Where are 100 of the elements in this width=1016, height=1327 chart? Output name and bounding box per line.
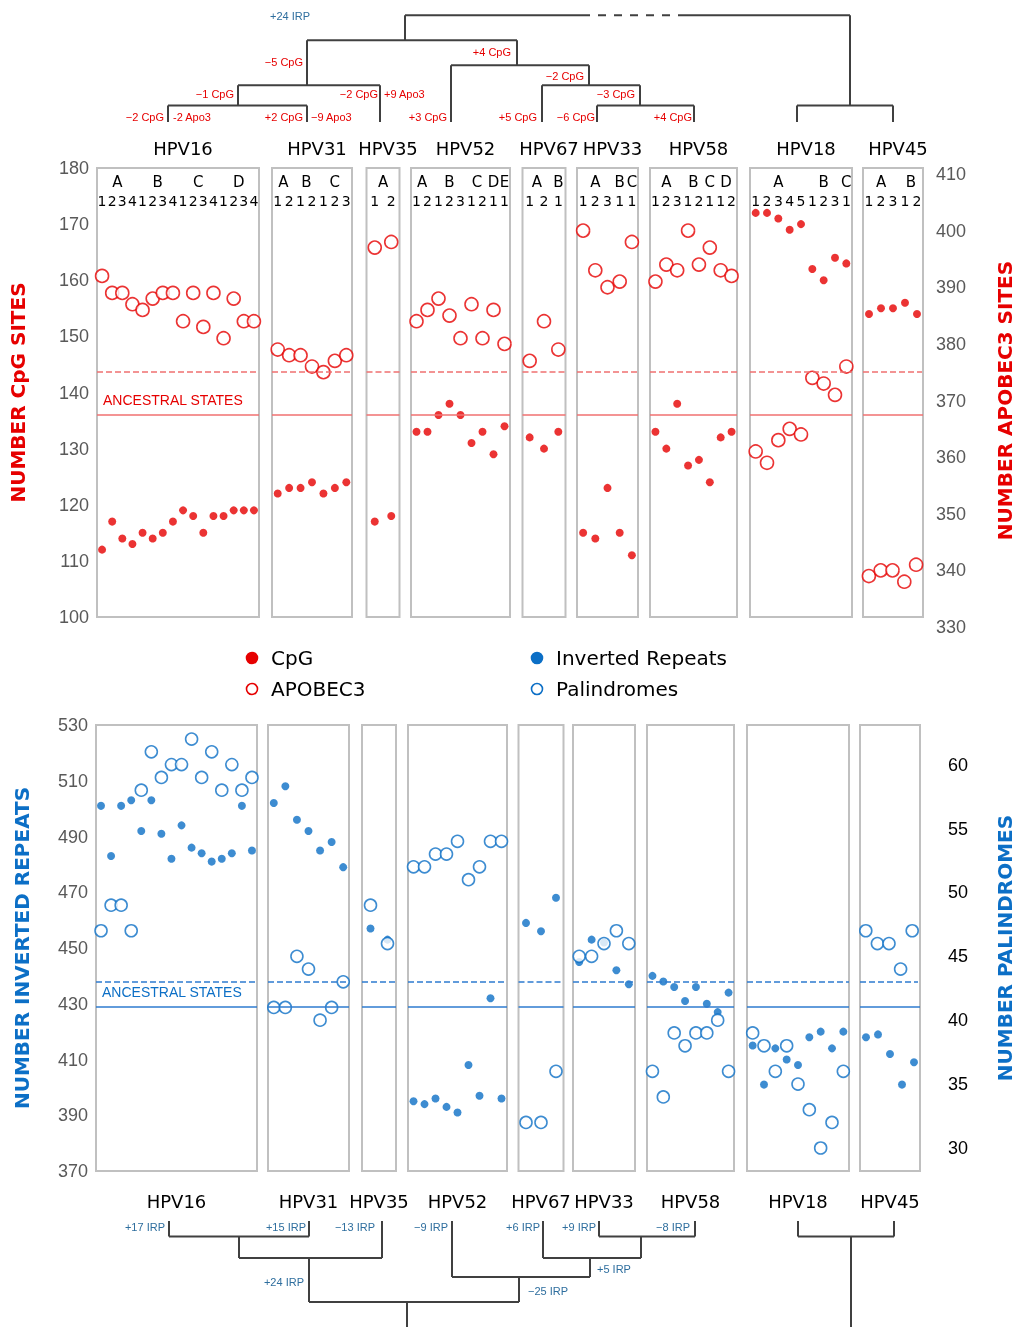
annotation: A [875,173,887,191]
annotation: A [661,173,673,191]
annotation: D [232,173,245,191]
y-tick-label: 410 [57,1049,88,1070]
x-tick-label: 2 [478,193,487,209]
text: -2 Apo3 [173,110,211,123]
x-tick-label: 1 [219,193,229,209]
x-tick-label: 2 [423,193,432,209]
annotation: B [818,173,829,191]
chart-title: HPV33 [582,137,643,159]
x-axis-title: HPV67 [510,1190,571,1212]
text: −5 CpG [264,55,303,68]
text: +2 CpG [264,110,303,123]
chart-title: HPV31 [287,137,347,159]
x-axis-title: HPV52 [427,1190,488,1212]
chart-title: HPV58 [668,137,729,159]
x-tick-label: 3 [341,193,351,209]
y-tick-label: 100 [58,607,89,627]
annotation: A [531,173,543,191]
x-tick-label: 2 [148,193,158,209]
annotation: B [301,173,312,191]
text: +15 IRP [265,1220,306,1233]
chart-title: HPV16 [153,137,213,159]
chart-title: HPV67 [518,137,579,159]
chart-title: HPV52 [435,137,496,159]
y2-tick-label: 400 [936,220,967,241]
text: +5 IRP [597,1262,631,1275]
x-tick-label: 3 [888,193,898,209]
y2-tick-label: 50 [948,882,969,903]
x-tick-label: 4 [168,193,178,209]
y-tick-label: 130 [58,438,89,459]
annotation: C [193,173,204,191]
annotation: C [841,173,852,191]
x-tick-label: 1 [900,193,910,209]
annotation: C [471,173,483,191]
x-tick-label: 2 [539,193,548,209]
x-tick-label: 4 [249,193,259,209]
x-tick-label: 1 [705,193,715,209]
text: −2 CpG [125,110,164,123]
text: +9 IRP [562,1220,596,1233]
y-tick-label: 180 [58,158,89,178]
x-tick-label: 1 [434,193,443,209]
x-tick-label: 1 [578,193,588,209]
annotation: B [444,173,455,191]
x-tick-label: 1 [296,193,306,209]
x-tick-label: 1 [318,193,328,209]
legend-label: Inverted Repeats [556,645,727,670]
x-axis-title: HPV18 [768,1190,828,1212]
text: +24 IRP [270,9,311,22]
y-axis-title: NUMBER INVERTED REPEATS [10,786,34,1110]
x-tick-label: 1 [807,193,817,209]
x-tick-label: 3 [158,193,168,209]
x-tick-label: 2 [876,193,886,209]
y-tick-label: 430 [57,993,88,1014]
x-tick-label: 1 [553,193,563,209]
x-tick-label: 2 [661,193,671,209]
annotation: D [487,173,500,191]
y2-tick-label: 35 [948,1074,969,1095]
annotation: C [626,173,638,191]
x-tick-label: 2 [107,193,117,209]
x-tick-label: 1 [751,193,761,209]
text: +17 IRP [124,1220,165,1233]
annotation: A [416,173,428,191]
x-axis-title: HPV45 [860,1190,920,1212]
text: +9 Apo3 [384,87,425,100]
annotation: A [377,173,389,191]
x-tick-label: 2 [188,193,198,209]
x-tick-label: 1 [524,193,534,209]
x-tick-label: 2 [912,193,922,209]
annotation: A [278,173,290,191]
x-tick-label: 1 [716,193,726,209]
legend-label: APOBEC3 [271,676,366,701]
text: +24 IRP [263,1275,304,1288]
y-tick-label: 490 [57,826,88,847]
annotation: A [112,173,124,191]
x-axis-title: HPV33 [574,1190,634,1212]
ref-line-label: ANCESTRAL STATES [102,983,242,1000]
annotation: B [614,173,625,191]
text: +6 IRP [506,1220,540,1233]
y2-tick-label: 410 [936,164,967,184]
y2-tick-label: 30 [948,1138,969,1158]
annotation: C [329,173,341,191]
x-tick-label: 5 [796,193,806,209]
y2-tick-label: 40 [948,1010,969,1031]
x-tick-label: 1 [650,193,660,209]
text: −6 CpG [556,110,595,123]
x-tick-label: 3 [239,193,249,209]
x-tick-label: 1 [178,193,188,209]
x-tick-label: 2 [762,193,772,209]
x-tick-label: 3 [830,193,840,209]
text: −3 CpG [596,87,635,100]
x-tick-label: 2 [694,193,704,209]
y-tick-label: 150 [58,326,89,347]
y-tick-label: 470 [57,882,88,903]
x-tick-label: 2 [445,193,454,209]
y-axis-title: NUMBER CpG SITES [6,282,30,503]
x-tick-label: 3 [672,193,682,209]
annotation: A [590,173,602,191]
annotation: E [499,173,510,191]
x-tick-label: 1 [369,193,379,209]
